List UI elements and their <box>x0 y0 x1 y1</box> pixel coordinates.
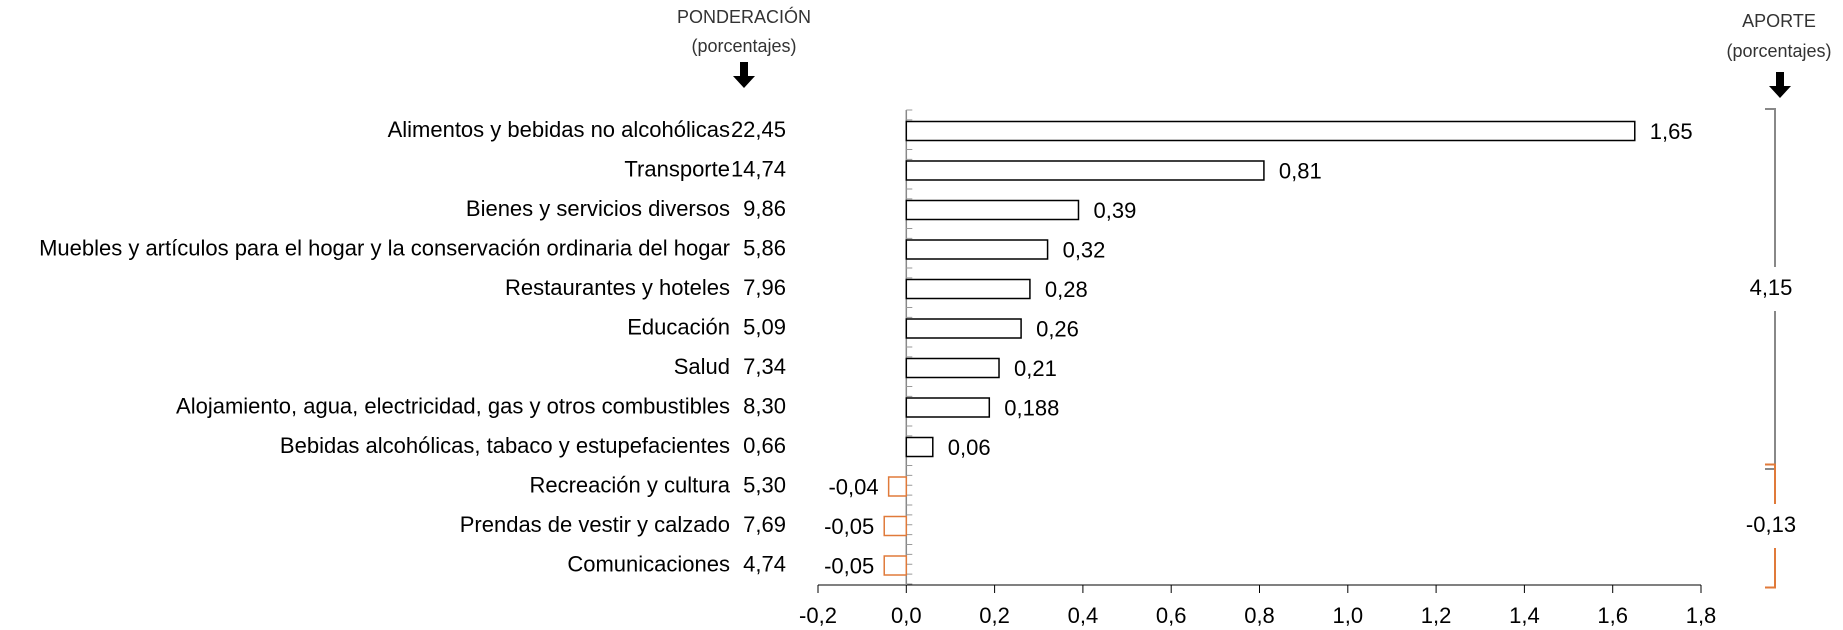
weight-label: 4,74 <box>743 551 786 576</box>
weight-label: 22,45 <box>731 117 786 142</box>
x-tick-label: 0,4 <box>1068 603 1099 628</box>
value-label: -0,05 <box>824 553 874 578</box>
x-tick-label: 0,8 <box>1244 603 1275 628</box>
weight-subheader: (porcentajes) <box>691 36 796 56</box>
weight-label: 5,09 <box>743 314 786 339</box>
weight-label: 7,34 <box>743 354 786 379</box>
bar <box>905 160 1265 181</box>
x-tick-label: 0,0 <box>891 603 922 628</box>
category-label: Restaurantes y hoteles <box>505 275 730 300</box>
category-label: Educación <box>627 314 730 339</box>
arrow <box>1769 72 1791 98</box>
weight-label: 5,86 <box>743 235 786 260</box>
weight-label: 9,86 <box>743 196 786 221</box>
bar <box>905 199 1080 221</box>
category-label: Bienes y servicios diversos <box>466 196 730 221</box>
value-label: -0,05 <box>824 514 874 539</box>
bracket-label: 4,15 <box>1750 275 1793 300</box>
bar <box>883 555 908 576</box>
value-label: 0,32 <box>1063 237 1106 262</box>
value-label: 0,06 <box>948 435 991 460</box>
bar <box>905 436 934 458</box>
category-label: Prendas de vestir y calzado <box>460 512 730 537</box>
x-tick-label: 1,0 <box>1333 603 1364 628</box>
bar <box>905 278 1031 300</box>
value-subheader: (porcentajes) <box>1726 41 1831 61</box>
category-label: Salud <box>674 354 730 379</box>
x-tick-label: 1,8 <box>1686 603 1717 628</box>
value-label: 0,21 <box>1014 356 1057 381</box>
bar <box>887 476 908 497</box>
bracket-label: -0,13 <box>1746 512 1796 537</box>
bar <box>905 318 1022 339</box>
x-tick-label: -0,2 <box>799 603 837 628</box>
category-label: Comunicaciones <box>567 551 730 576</box>
value-label: 0,26 <box>1036 316 1079 341</box>
value-label: 1,65 <box>1650 119 1693 144</box>
bar <box>905 357 1000 379</box>
value-label: 0,81 <box>1279 158 1322 183</box>
bracket <box>1765 463 1776 589</box>
weight-label: 8,30 <box>743 393 786 418</box>
x-tick-label: 1,6 <box>1597 603 1628 628</box>
category-label: Transporte <box>624 156 730 181</box>
bar <box>905 120 1636 142</box>
category-label: Bebidas alcohólicas, tabaco y estupefaci… <box>280 433 730 458</box>
weight-label: 14,74 <box>731 156 786 181</box>
arrow <box>733 62 755 88</box>
value-label: 0,28 <box>1045 277 1088 302</box>
value-label: -0,04 <box>828 474 878 499</box>
bar <box>883 515 908 537</box>
category-label: Recreación y cultura <box>529 472 730 497</box>
weight-label: 0,66 <box>743 433 786 458</box>
value-label: 0,188 <box>1004 395 1059 420</box>
x-tick-label: 1,4 <box>1509 603 1540 628</box>
x-tick-label: 0,6 <box>1156 603 1187 628</box>
bar <box>905 397 991 418</box>
weight-label: 5,30 <box>743 472 786 497</box>
weight-label: 7,96 <box>743 275 786 300</box>
category-label: Alimentos y bebidas no alcohólicas <box>388 117 730 142</box>
bar <box>905 239 1049 260</box>
category-label: Alojamiento, agua, electricidad, gas y o… <box>176 393 730 418</box>
value-header: APORTE <box>1742 11 1816 31</box>
x-tick-label: 0,2 <box>979 603 1010 628</box>
x-tick-label: 1,2 <box>1421 603 1452 628</box>
category-label: Muebles y artículos para el hogar y la c… <box>39 235 730 260</box>
value-label: 0,39 <box>1093 198 1136 223</box>
weight-label: 7,69 <box>743 512 786 537</box>
weight-header: PONDERACIÓN <box>677 6 811 27</box>
